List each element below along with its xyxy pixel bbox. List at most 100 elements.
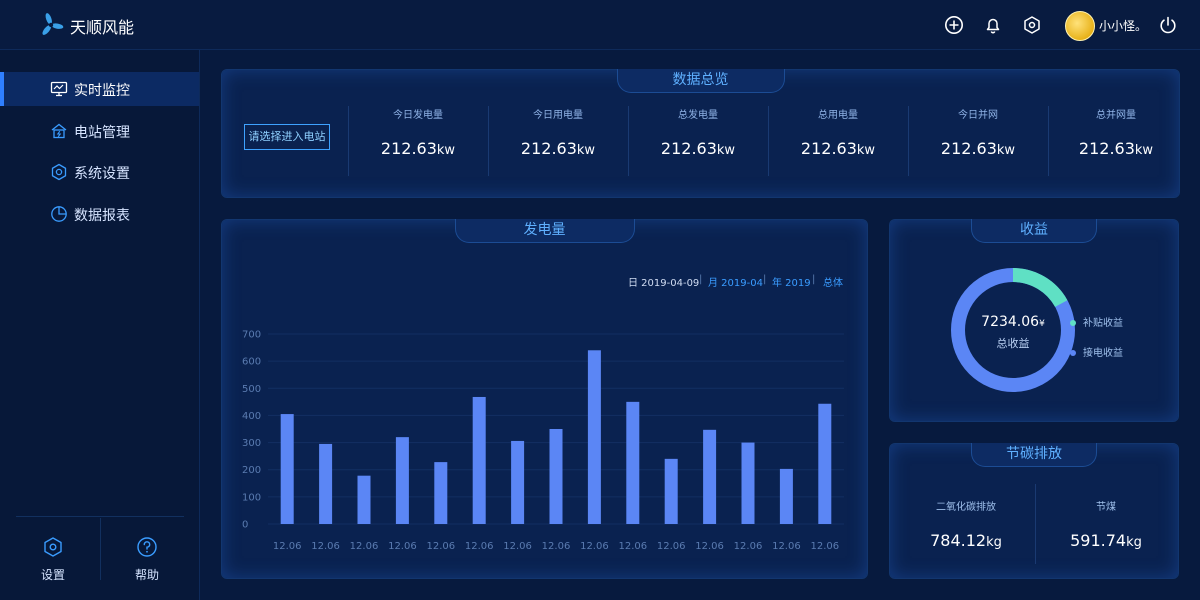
sidebar-divider — [100, 518, 101, 580]
overview-panel: 数据总览 请选择进入电站 今日发电量 212.63kw 今日用电量 212.63… — [221, 69, 1180, 198]
y-tick-label: 100 — [242, 492, 261, 503]
co2-emission-stat: 二氧化碳排放 784.12kg — [896, 498, 1036, 550]
sidebar-item-data-report[interactable]: 数据报表 — [0, 197, 199, 231]
stat-divider — [908, 106, 909, 176]
add-icon[interactable] — [944, 15, 964, 35]
y-tick-label: 0 — [242, 520, 248, 531]
stat-value: 784.12kg — [930, 531, 1002, 550]
chart-bar[interactable] — [472, 396, 486, 524]
chart-bar[interactable] — [779, 468, 793, 524]
chart-bar[interactable] — [741, 442, 755, 524]
chart-bar[interactable] — [703, 429, 717, 524]
stat-label: 总用电量 — [818, 110, 858, 121]
sidebar-item-label: 系统设置 — [74, 166, 130, 182]
settings-label: 设置 — [40, 568, 65, 582]
coal-saving-stat: 节煤 591.74kg — [1036, 498, 1176, 550]
chart-bar[interactable] — [664, 458, 678, 524]
x-tick-label: 12.06 — [772, 541, 801, 552]
settings-icon — [51, 163, 67, 181]
sidebar-item-label: 电站管理 — [74, 125, 130, 141]
y-tick-label: 200 — [242, 465, 261, 476]
x-tick-label: 12.06 — [734, 541, 763, 552]
brand-name: 天顺风能 — [70, 18, 135, 37]
y-tick-label: 700 — [242, 330, 261, 341]
bell-icon[interactable] — [983, 15, 1003, 35]
chart-bar[interactable] — [395, 437, 409, 524]
x-tick-label: 12.06 — [618, 541, 647, 552]
chart-bar[interactable] — [319, 443, 333, 524]
stat-total-usage: 总用电量 212.63kw — [773, 106, 903, 158]
chart-bar[interactable] — [434, 462, 448, 524]
stat-label: 今日并网 — [958, 110, 998, 121]
stat-divider — [348, 106, 349, 176]
help-button[interactable]: 帮助 — [117, 536, 177, 586]
power-icon[interactable] — [1158, 15, 1178, 35]
x-tick-label: 12.06 — [695, 541, 724, 552]
filter-day[interactable]: 日 2019-04-09 — [628, 278, 700, 289]
stat-divider — [768, 106, 769, 176]
sidebar-item-realtime-monitor[interactable]: 实时监控 — [0, 72, 199, 106]
donut-segment-subsidy-revenue[interactable] — [951, 268, 1075, 392]
chart-bar[interactable] — [549, 429, 563, 524]
stat-divider — [628, 106, 629, 176]
stat-total-generation: 总发电量 212.63kw — [633, 106, 763, 158]
chart-bar[interactable] — [818, 403, 832, 524]
total-revenue-value: 7234.06¥ — [981, 314, 1045, 330]
revenue-donut-chart — [951, 268, 1075, 392]
chart-bar[interactable] — [626, 401, 640, 524]
stat-divider — [488, 106, 489, 176]
stat-value: 212.63kw — [1078, 139, 1154, 158]
chart-bar[interactable] — [511, 440, 525, 524]
chart-bar[interactable] — [357, 475, 371, 524]
x-tick-label: 12.06 — [426, 541, 455, 552]
x-tick-label: 12.06 — [350, 541, 379, 552]
settings-button[interactable]: 设置 — [23, 536, 83, 586]
top-bar: 天顺风能 小小怪。 — [0, 0, 1200, 50]
total-revenue-label: 总收益 — [996, 337, 1030, 350]
carbon-panel: 节碳排放 二氧化碳排放 784.12kg 节煤 591.74kg — [889, 443, 1179, 579]
chart-bar[interactable] — [587, 350, 601, 524]
filter-separator: | — [763, 274, 767, 285]
filter-year[interactable]: 年 2019 — [772, 278, 811, 289]
help-label: 帮助 — [134, 568, 159, 582]
stat-value: 591.74kg — [1070, 531, 1142, 550]
chart-bar[interactable] — [280, 414, 294, 524]
y-tick-label: 500 — [242, 384, 261, 395]
sidebar-item-system-settings[interactable]: 系统设置 — [0, 155, 199, 189]
generation-bar-chart: 0 100 200 300 400 500 600 700 12.06 12.06 12.06 12.… — [242, 330, 844, 552]
sidebar-item-label: 数据报表 — [74, 208, 130, 224]
x-tick-label: 12.06 — [388, 541, 417, 552]
stat-divider — [1035, 484, 1036, 564]
help-icon — [137, 537, 157, 557]
y-tick-label: 300 — [242, 438, 261, 449]
overview-title: 数据总览 — [616, 69, 785, 93]
filter-month[interactable]: 月 2019-04 — [708, 278, 763, 289]
stat-label: 总并网量 — [1096, 110, 1136, 121]
stat-today-generation: 今日发电量 212.63kw — [353, 106, 483, 158]
sidebar-item-station-management[interactable]: 电站管理 — [0, 114, 199, 148]
x-tick-label: 12.06 — [542, 541, 571, 552]
stat-value: 212.63kw — [660, 139, 736, 158]
sidebar: 实时监控 电站管理 系统设置 数据报表 设置 — [0, 50, 200, 600]
revenue-panel: 收益 7234.06¥ 总收益 补贴收益 接电收益 — [889, 219, 1179, 422]
stat-label: 今日用电量 — [533, 110, 583, 121]
x-tick-label: 12.06 — [273, 541, 302, 552]
hexagon-settings-icon[interactable] — [1022, 15, 1042, 35]
pie-chart-icon — [51, 206, 67, 222]
username[interactable]: 小小怪。 — [1099, 19, 1148, 33]
stat-today-grid: 今日并网 212.63kw — [913, 106, 1043, 158]
sidebar-divider — [16, 516, 184, 517]
stat-today-usage: 今日用电量 212.63kw — [493, 106, 623, 158]
legend-subsidy-revenue: 补贴收益 — [1070, 314, 1123, 329]
sidebar-item-label: 实时监控 — [74, 83, 130, 99]
avatar[interactable] — [1065, 11, 1095, 41]
x-tick-label: 12.06 — [311, 541, 340, 552]
y-tick-label: 400 — [242, 411, 261, 422]
stat-value: 212.63kw — [940, 139, 1016, 158]
select-station-button[interactable]: 请选择进入电站 — [244, 124, 330, 150]
station-icon — [51, 123, 67, 139]
y-tick-label: 600 — [242, 357, 261, 368]
filter-total[interactable]: 总体 — [823, 278, 843, 289]
x-tick-label: 12.06 — [465, 541, 494, 552]
filter-separator: | — [812, 274, 816, 285]
